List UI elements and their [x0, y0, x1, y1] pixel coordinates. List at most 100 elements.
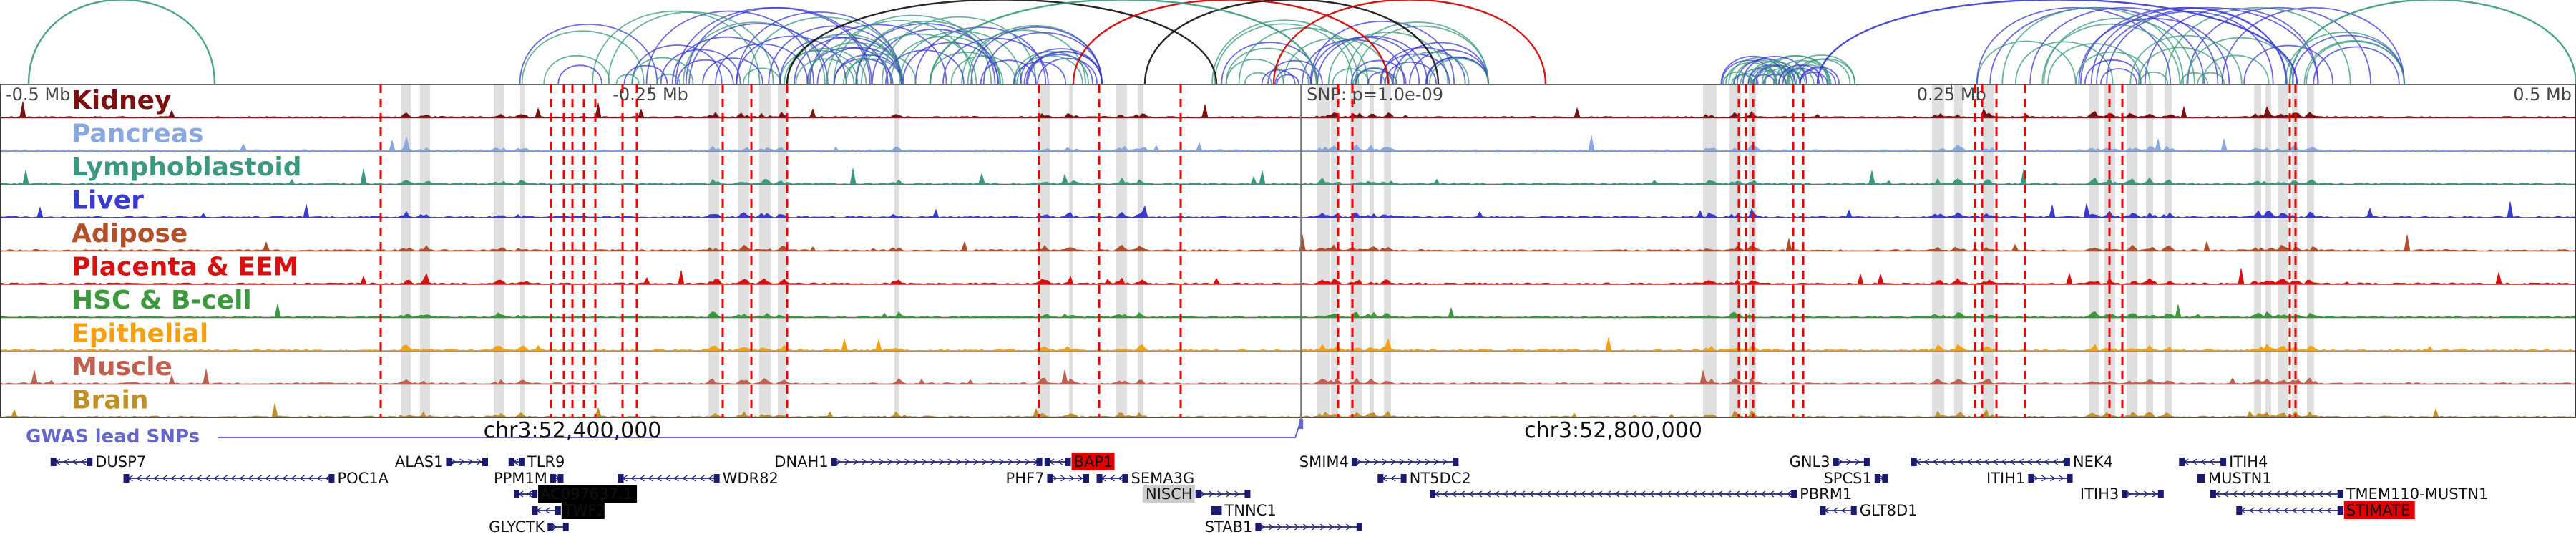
- strand-arrow: [2200, 458, 2206, 465]
- gene-exon: [1453, 458, 1459, 466]
- gene-annotation-track: DUSP7 ALAS1 TLR9 DNAH1 BAP1 SMIM4 GNL3 NEK4 ITIH…: [50, 453, 2488, 536]
- strand-arrow: [1259, 523, 1266, 531]
- strand-arrow: [2249, 507, 2255, 514]
- strand-arrow: [2274, 490, 2280, 498]
- gene-dnah1: DNAH1: [774, 453, 1043, 470]
- strand-arrow: [2283, 490, 2289, 498]
- strand-arrow: [459, 458, 465, 465]
- loop-arc: [1731, 74, 1755, 85]
- gene-nt5dc2: NT5DC2: [1377, 470, 1471, 487]
- strand-arrow: [1118, 475, 1123, 482]
- genomic-coordinates: chr3:52,400,000 chr3:52,800,000: [484, 418, 1702, 443]
- gene-exon: [482, 458, 488, 466]
- strand-arrow: [2240, 490, 2246, 498]
- strand-arrow: [1390, 458, 1397, 465]
- loop-arc: [1722, 71, 1752, 85]
- gene-label: STIMATE: [2346, 502, 2410, 519]
- strand-arrow: [273, 475, 279, 482]
- gene-glyctk: GLYCTK: [489, 518, 569, 536]
- track-signal: [0, 268, 2576, 285]
- strand-arrow: [1328, 523, 1335, 531]
- gene-label: SPCS1: [1823, 470, 1871, 487]
- loop-arc: [881, 16, 1037, 85]
- track-signal: [0, 101, 2576, 118]
- gene-sema3g: SEMA3G: [1096, 470, 1195, 487]
- track-signal: [0, 337, 2576, 352]
- loop-arc: [671, 36, 781, 85]
- strand-arrow: [1562, 490, 1568, 498]
- loop-arc: [1778, 64, 1824, 85]
- strand-arrow: [1588, 490, 1594, 498]
- strand-arrow: [1734, 490, 1740, 498]
- loop-arc: [676, 59, 734, 85]
- strand-arrow: [2283, 507, 2289, 514]
- gene-smim4: SMIM4: [1299, 453, 1459, 470]
- track-label: Adipose: [72, 219, 187, 248]
- strand-arrow: [956, 458, 962, 465]
- gene-exon: [446, 458, 452, 466]
- strand-arrow: [1069, 475, 1075, 482]
- loop-arc: [1753, 69, 1786, 85]
- gene-phf7: PHF7: [1006, 470, 1089, 487]
- loop-arc: [1020, 48, 1103, 85]
- strand-arrow: [256, 475, 262, 482]
- strand-arrow: [2135, 490, 2141, 498]
- strand-arrow: [265, 475, 270, 482]
- gene-label: SMIM4: [1299, 453, 1349, 470]
- strand-arrow: [1674, 490, 1680, 498]
- ruler-label: -0.5 Mb: [6, 84, 70, 105]
- strand-arrow: [1545, 490, 1551, 498]
- gene-label: WDR82: [723, 470, 779, 487]
- strand-arrow: [1200, 490, 1206, 498]
- strand-arrow: [1493, 490, 1500, 498]
- strand-arrow: [2126, 490, 2132, 498]
- loop-arc: [950, 55, 1017, 85]
- loop-arc: [795, 58, 855, 85]
- strand-arrow: [1468, 490, 1474, 498]
- track-signal: [0, 303, 2576, 318]
- loop-arc: [1976, 40, 2077, 85]
- loop-arc: [1799, 67, 1840, 85]
- gene-exon: [1850, 506, 1857, 515]
- strand-arrow: [1725, 490, 1732, 498]
- loop-arc: [2313, 46, 2400, 85]
- gene-highlight-box: [538, 485, 638, 503]
- strand-arrow: [1846, 458, 1852, 465]
- strand-arrow: [922, 458, 927, 465]
- loop-arc-long: [929, 0, 1318, 85]
- gene-glt8d1: GLT8D1: [1820, 502, 1918, 519]
- gene-exon: [508, 458, 514, 466]
- strand-arrow: [836, 458, 841, 465]
- track-signal: [0, 402, 2576, 418]
- loop-arc: [885, 49, 965, 85]
- loop-arc: [872, 28, 999, 85]
- loop-arc-long: [1143, 0, 1440, 85]
- gene-exon: [1882, 474, 1888, 483]
- strand-arrow: [691, 475, 696, 482]
- strand-arrow: [1751, 490, 1757, 498]
- gene-label: PPM1M: [494, 470, 547, 487]
- strand-arrow: [1975, 458, 1981, 465]
- strand-arrow: [699, 475, 705, 482]
- loop-arc: [980, 59, 1037, 85]
- gene-exon: [2179, 458, 2185, 466]
- gene-exon: [1083, 474, 1089, 483]
- gene-tlr9: TLR9: [508, 453, 565, 470]
- strand-arrow: [2001, 458, 2007, 465]
- strand-arrow: [2318, 507, 2323, 514]
- track-signal: [0, 135, 2576, 152]
- strand-arrow: [1966, 458, 1973, 465]
- loop-arc-long: [1072, 0, 1390, 85]
- gene-exon: [1195, 490, 1201, 498]
- strand-arrow: [853, 458, 859, 465]
- strand-arrow: [1209, 490, 1214, 498]
- gene-label: SEMA3G: [1131, 470, 1195, 487]
- strand-arrow: [1373, 458, 1380, 465]
- gene-label: ALAS1: [395, 453, 444, 470]
- strand-arrow: [1777, 490, 1783, 498]
- loop-arc: [2014, 41, 2114, 85]
- strand-arrow: [1932, 458, 1938, 465]
- strand-arrow: [665, 475, 670, 482]
- chromatin-loop-arcs: [27, 0, 2576, 85]
- gene-exon: [1036, 458, 1043, 466]
